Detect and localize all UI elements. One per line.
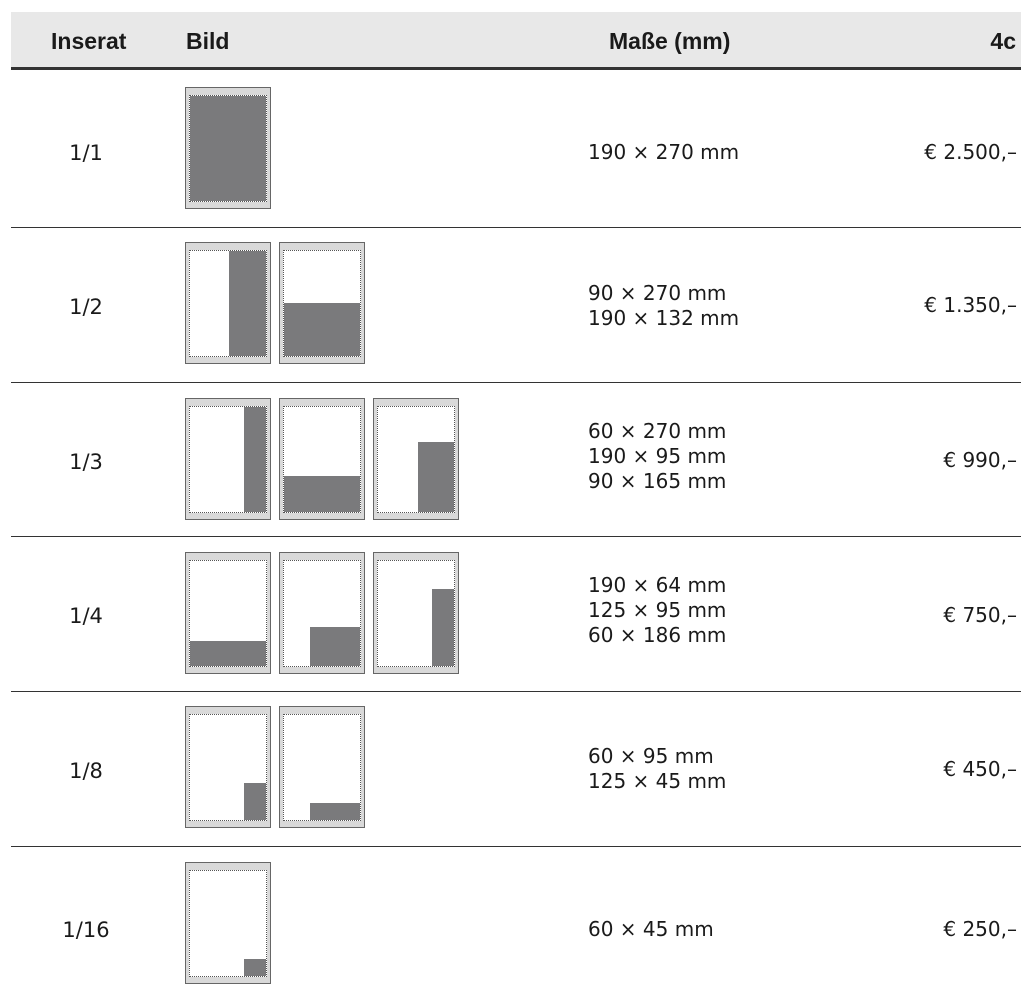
ad-layout-thumbnail (185, 398, 271, 520)
table-row: 1/16 60 × 45 mm € 250,– (11, 847, 1021, 992)
ad-area (284, 303, 360, 356)
table-row: 1/4 190 × 64 mm 125 × 95 mm 60 × 186 mm … (11, 537, 1021, 692)
ad-layout-thumbnail (373, 398, 459, 520)
dimensions-line: 60 × 95 mm (588, 744, 714, 768)
ad-layout-thumbnail (279, 706, 365, 828)
table-header: Inserat Bild Maße (mm) 4c (11, 12, 1021, 70)
page-outline (283, 250, 361, 357)
page-outline (377, 560, 455, 667)
price: € 2.500,– (924, 140, 1017, 164)
price: € 1.350,– (924, 293, 1017, 317)
dimensions-line: 190 × 132 mm (588, 306, 740, 330)
ad-layout-thumbnail (185, 862, 271, 984)
page-outline (189, 250, 267, 357)
ad-area (190, 96, 266, 201)
dimensions-line: 60 × 45 mm (588, 917, 714, 941)
ad-size-label: 1/3 (69, 450, 103, 474)
ad-area (310, 627, 360, 666)
price: € 990,– (943, 448, 1017, 472)
page-outline (189, 95, 267, 202)
header-masse: Maße (mm) (609, 28, 731, 54)
page-outline (283, 560, 361, 667)
ad-layout-thumbnail (185, 706, 271, 828)
ad-area (432, 589, 454, 666)
page-outline (283, 406, 361, 513)
dimensions-line: 125 × 45 mm (588, 769, 727, 793)
table-row: 1/2 90 × 270 mm 190 × 132 mm € 1.350,– (11, 228, 1021, 383)
ad-area (190, 641, 266, 666)
ad-area (229, 251, 266, 356)
dimensions-line: 190 × 95 mm (588, 444, 727, 468)
ad-layout-thumbnail (185, 87, 271, 209)
dimensions-line: 60 × 186 mm (588, 623, 727, 647)
price: € 250,– (943, 917, 1017, 941)
dimensions-line: 60 × 270 mm (588, 419, 727, 443)
ad-size-label: 1/8 (69, 759, 103, 783)
page-outline (283, 714, 361, 821)
price: € 450,– (943, 757, 1017, 781)
table-row: 1/3 60 × 270 mm 190 × 95 mm 90 × 165 mm … (11, 383, 1021, 537)
page-outline (189, 870, 267, 977)
ad-area (310, 803, 360, 820)
dimensions-line: 90 × 165 mm (588, 469, 727, 493)
ad-area (418, 442, 454, 512)
ad-area (244, 959, 266, 976)
ad-size-label: 1/16 (62, 918, 110, 942)
price: € 750,– (943, 603, 1017, 627)
header-inserat: Inserat (51, 28, 127, 54)
table-row: 1/1 190 × 270 mm € 2.500,– (11, 70, 1021, 228)
ad-size-label: 1/4 (69, 604, 103, 628)
ad-layout-thumbnail (279, 552, 365, 674)
ad-size-label: 1/1 (69, 141, 103, 165)
page-outline (189, 714, 267, 821)
page-outline (189, 406, 267, 513)
dimensions-line: 190 × 270 mm (588, 140, 740, 164)
ad-layout-thumbnail (185, 242, 271, 364)
ad-area (244, 407, 266, 512)
page-outline (189, 560, 267, 667)
table-row: 1/8 60 × 95 mm 125 × 45 mm € 450,– (11, 692, 1021, 847)
ad-layout-thumbnail (373, 552, 459, 674)
ad-size-label: 1/2 (69, 295, 103, 319)
ad-layout-thumbnail (279, 398, 365, 520)
page-outline (377, 406, 455, 513)
ad-area (244, 783, 266, 820)
header-price: 4c (990, 28, 1016, 54)
dimensions-line: 190 × 64 mm (588, 573, 727, 597)
ad-area (284, 476, 360, 512)
ad-layout-thumbnail (279, 242, 365, 364)
dimensions-line: 90 × 270 mm (588, 281, 727, 305)
ad-layout-thumbnail (185, 552, 271, 674)
dimensions-line: 125 × 95 mm (588, 598, 727, 622)
header-bild: Bild (186, 28, 230, 54)
